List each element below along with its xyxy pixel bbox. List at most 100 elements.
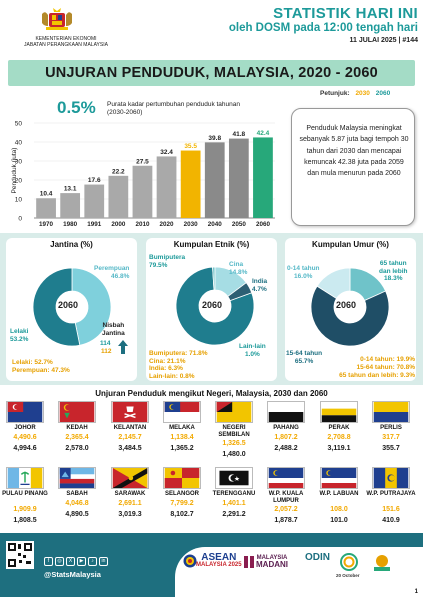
- state-value-2030: 7,799.2: [170, 500, 194, 507]
- growth-rate: 0.5%: [57, 98, 96, 117]
- headline: STATISTIK HARI INI oleh DOSM pada 12:00 …: [150, 5, 418, 44]
- state-flag-icon: [372, 401, 410, 423]
- facebook-icon[interactable]: f: [44, 557, 53, 566]
- age-0-14-label: 0-14 tahun 16.0%: [287, 265, 320, 280]
- state-flag-icon: [320, 401, 358, 423]
- donut-hole: [199, 290, 231, 322]
- state-value-2030: 2,365.4: [65, 434, 89, 441]
- state-flag-icon: [111, 467, 149, 489]
- ministry-name: KEMENTERIAN EKONOMI JABATAN PERANGKAAN M…: [24, 36, 108, 48]
- youtube-icon[interactable]: ▶: [77, 557, 86, 566]
- male-label: Lelaki 53.2%: [10, 328, 29, 343]
- state-name: SARAWAK: [114, 491, 146, 497]
- bumiputera-2030: Bumiputera: 71.8%: [149, 350, 208, 357]
- age-65-label: 65 tahun dan lebih 18.3%: [379, 260, 408, 282]
- bar-value-label: 10.4: [40, 191, 53, 198]
- age-center-year: 2060: [336, 300, 357, 310]
- bar-value-label: 35.5: [184, 143, 197, 150]
- state-value-2030: 2,691.1: [118, 500, 142, 507]
- donut-hole: [334, 291, 366, 323]
- ethnic-center-year: 2060: [202, 300, 223, 310]
- census-icon: [374, 555, 390, 571]
- bar-value-label: 27.5: [136, 158, 149, 165]
- gender-panel: Jantina (%) 2060 Perempuan 46.8% Lelaki 53…: [6, 238, 137, 381]
- state-name: PERLIS: [380, 425, 402, 431]
- state-name: PULAU PINANG: [2, 491, 48, 497]
- bar-1970: [36, 198, 56, 218]
- bar-value-label: 42.4: [257, 130, 270, 137]
- donut-hole: [56, 291, 88, 323]
- odin-logo: ODIN: [305, 552, 330, 563]
- state-name: TERENGGANU: [212, 491, 256, 497]
- qr-code-icon: [6, 541, 34, 569]
- bar-value-label: 41.8: [233, 131, 246, 138]
- state-value-2060: 2,578.0: [65, 445, 89, 452]
- x-tick-label: 2060: [256, 221, 271, 228]
- x-icon[interactable]: X: [66, 557, 75, 566]
- statistics-day-icon: [340, 553, 358, 571]
- y-tick-label: 10: [15, 197, 23, 204]
- bumiputera-label: Bumiputera 79.5%: [149, 254, 186, 269]
- state-name: PERAK: [328, 425, 350, 431]
- state-value-2030: 1,807.2: [274, 434, 298, 441]
- ethnic-title: Kumpulan Etnik (%): [173, 240, 250, 249]
- state-value-2030: 108.0: [330, 506, 348, 513]
- sex-ratio-2060: 114: [100, 340, 111, 347]
- info-box: Penduduk Malaysia meningkat sebanyak 5.8…: [291, 108, 415, 226]
- state-flag-icon: [111, 401, 149, 423]
- sex-ratio-label: Nisbah Jantina: [102, 322, 125, 337]
- y-tick-label: 50: [15, 121, 23, 128]
- state-value-2060: 3,019.3: [118, 511, 142, 518]
- x-tick-label: 1970: [39, 221, 54, 228]
- y-tick-label: 0: [18, 216, 22, 223]
- main-title-bar: UNJURAN PENDUDUK, MALAYSIA, 2020 - 2060: [8, 60, 415, 86]
- state-value-2030: 4,490.6: [13, 434, 37, 441]
- state-flag-icon: [163, 467, 201, 489]
- y-axis-label: Penduduk (juta): [11, 148, 18, 194]
- bar-value-label: 39.8: [208, 135, 221, 142]
- state-value-2030: 1,326.5: [222, 440, 246, 447]
- linkedin-icon[interactable]: in: [99, 557, 108, 566]
- state-value-2060: 2,291.2: [222, 511, 246, 518]
- male-2030: Lelaki: 52.7%: [12, 359, 53, 366]
- state-value-2060: 3,119.1: [327, 445, 351, 452]
- social-handle[interactable]: @StatsMalaysia: [44, 570, 101, 579]
- bar-2000: [108, 175, 129, 218]
- y-tick-label: 40: [15, 140, 23, 147]
- bar-value-label: 13.1: [64, 186, 77, 193]
- state-flag-icon: [267, 401, 305, 423]
- state-value-2060: 1,808.5: [13, 517, 37, 524]
- state-value-2030: 1,909.9: [13, 506, 37, 513]
- state-value-2030: 2,708.8: [327, 434, 351, 441]
- india-label: India 4.7%: [252, 278, 268, 293]
- x-tick-label: 2030: [184, 221, 199, 228]
- female-label: Perempuan 46.8%: [94, 265, 130, 280]
- instagram-icon[interactable]: ◎: [55, 557, 64, 566]
- state-flag-icon: [372, 467, 410, 489]
- arrow-up-icon: [118, 340, 128, 354]
- state-value-2060: 4,994.6: [13, 445, 37, 452]
- info-text: Penduduk Malaysia meningkat sebanyak 5.8…: [299, 125, 409, 178]
- age-donut-chart: [310, 267, 390, 347]
- state-value-2060: 101.0: [330, 517, 348, 524]
- state-name: NEGERI SEMBILAN: [218, 425, 250, 438]
- y-tick-label: 20: [15, 178, 23, 185]
- state-value-2030: 4,046.8: [65, 500, 89, 507]
- legend-key: Petunjuk: 2030 2060: [320, 90, 391, 97]
- age-0-14-2030: 0-14 tahun: 19.9%: [360, 356, 415, 363]
- state-value-2060: 3,484.5: [118, 445, 142, 452]
- state-value-2060: 4,890.5: [65, 511, 89, 518]
- age-15-64-2030: 15-64 tahun: 70.8%: [356, 364, 415, 371]
- ethnic-donut-chart: [175, 266, 255, 346]
- states-title: Unjuran Penduduk mengikut Negeri, Malays…: [95, 389, 328, 398]
- state-name: KELANTAN: [113, 425, 147, 431]
- state-name: MELAKA: [169, 425, 195, 431]
- asean-icon: [183, 554, 197, 568]
- cina-label: Cina 14.8%: [229, 261, 248, 276]
- x-tick-label: 2010: [135, 221, 150, 228]
- state-name: W.P. PUTRAJAYA: [366, 491, 416, 497]
- tiktok-icon[interactable]: ♪: [88, 557, 97, 566]
- ethnic-panel: Kumpulan Etnik (%) 2060 Bumiputera 79.5% …: [146, 238, 277, 381]
- bar-value-label: 32.4: [160, 149, 173, 156]
